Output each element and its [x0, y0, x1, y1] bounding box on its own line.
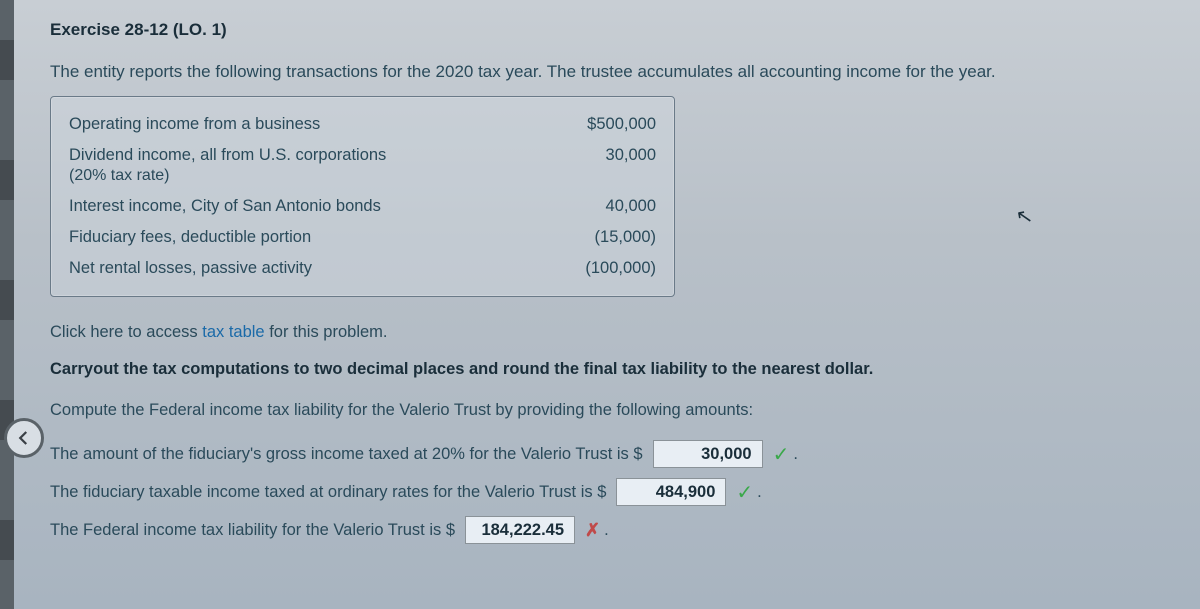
tax-table-link[interactable]: tax table — [202, 323, 264, 341]
answer-line: The amount of the fiduciary's gross inco… — [50, 440, 1160, 468]
answer-input[interactable]: 184,222.45 — [465, 516, 575, 544]
table-row: Operating income from a business $500,00… — [69, 109, 656, 140]
row-value: $500,000 — [536, 115, 656, 134]
period: . — [757, 483, 762, 502]
row-value: 30,000 — [536, 146, 656, 165]
row-label: Operating income from a business — [69, 115, 536, 134]
exercise-intro: The entity reports the following transac… — [50, 62, 1160, 82]
answer-text: The amount of the fiduciary's gross inco… — [50, 445, 643, 464]
row-label: Dividend income, all from U.S. corporati… — [69, 146, 536, 165]
exercise-title: Exercise 28-12 (LO. 1) — [50, 20, 1160, 40]
answer-line: The Federal income tax liability for the… — [50, 516, 1160, 544]
answer-line: The fiduciary taxable income taxed at or… — [50, 478, 1160, 506]
answer-text: The fiduciary taxable income taxed at or… — [50, 483, 606, 502]
table-row: Interest income, City of San Antonio bon… — [69, 191, 656, 222]
row-value: (15,000) — [536, 228, 656, 247]
link-posttext: for this problem. — [265, 323, 388, 341]
answer-text: The Federal income tax liability for the… — [50, 521, 455, 540]
bold-instruction: Carryout the tax computations to two dec… — [50, 360, 1160, 379]
period: . — [793, 445, 798, 464]
table-row: Fiduciary fees, deductible portion (15,0… — [69, 222, 656, 253]
check-icon: ✓ — [736, 480, 753, 505]
row-value: (100,000) — [536, 259, 656, 278]
left-side-strip — [0, 0, 14, 609]
row-sublabel: (20% tax rate) — [69, 167, 656, 185]
exercise-content: Exercise 28-12 (LO. 1) The entity report… — [0, 0, 1200, 574]
transactions-table: Operating income from a business $500,00… — [50, 96, 675, 297]
tax-table-link-line: Click here to access tax table for this … — [50, 323, 1160, 342]
table-row: Net rental losses, passive activity (100… — [69, 253, 656, 284]
link-pretext: Click here to access — [50, 323, 202, 341]
row-value: 40,000 — [536, 197, 656, 216]
compute-instruction: Compute the Federal income tax liability… — [50, 401, 1160, 420]
check-icon: ✓ — [773, 442, 790, 467]
answer-input[interactable]: 484,900 — [616, 478, 726, 506]
row-label: Fiduciary fees, deductible portion — [69, 228, 536, 247]
chevron-left-icon — [15, 429, 33, 447]
row-label: Interest income, City of San Antonio bon… — [69, 197, 536, 216]
period: . — [604, 521, 609, 540]
cross-icon: ✗ — [585, 520, 600, 541]
answer-input[interactable]: 30,000 — [653, 440, 763, 468]
row-label: Net rental losses, passive activity — [69, 259, 536, 278]
prev-page-button[interactable] — [4, 418, 44, 458]
